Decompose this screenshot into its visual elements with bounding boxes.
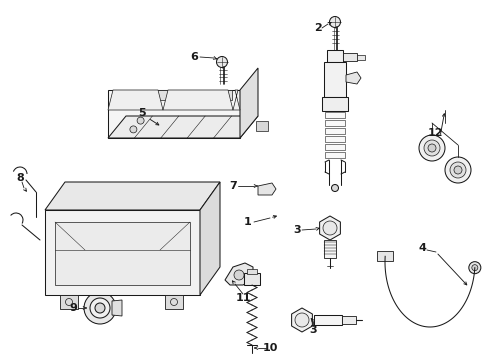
Circle shape	[418, 135, 444, 161]
Polygon shape	[240, 68, 258, 138]
Bar	[325, 128, 345, 134]
Circle shape	[323, 221, 336, 235]
Bar	[326, 50, 342, 62]
Polygon shape	[112, 300, 122, 316]
Polygon shape	[232, 90, 240, 110]
Circle shape	[453, 166, 461, 174]
Circle shape	[234, 270, 244, 280]
Bar	[321, 97, 347, 111]
Bar	[244, 273, 260, 285]
Circle shape	[329, 17, 340, 27]
Text: 4: 4	[417, 243, 425, 253]
Circle shape	[444, 157, 470, 183]
Polygon shape	[218, 90, 231, 100]
Bar	[325, 112, 345, 118]
Circle shape	[130, 126, 137, 133]
Polygon shape	[346, 72, 360, 84]
Text: 6: 6	[190, 52, 198, 62]
Circle shape	[449, 162, 465, 178]
Circle shape	[468, 262, 480, 274]
Text: 11: 11	[235, 293, 250, 303]
Bar	[55, 222, 190, 285]
Circle shape	[95, 303, 105, 313]
Text: 3: 3	[308, 325, 316, 335]
Polygon shape	[224, 263, 252, 285]
Text: 7: 7	[229, 181, 236, 191]
Polygon shape	[164, 295, 183, 309]
Polygon shape	[108, 90, 240, 138]
Bar	[325, 144, 345, 150]
Text: 9: 9	[69, 303, 77, 313]
Text: 8: 8	[16, 173, 24, 183]
Text: 12: 12	[427, 128, 442, 138]
Circle shape	[423, 140, 439, 156]
Text: 3: 3	[293, 225, 300, 235]
Circle shape	[427, 144, 435, 152]
Bar	[324, 240, 335, 258]
Polygon shape	[126, 90, 140, 100]
Polygon shape	[319, 216, 340, 240]
Bar	[376, 251, 392, 261]
Bar	[325, 136, 345, 142]
Text: 2: 2	[313, 23, 321, 33]
Bar	[325, 152, 345, 158]
Text: 10: 10	[262, 343, 277, 353]
Text: 5: 5	[138, 108, 145, 118]
Circle shape	[84, 292, 116, 324]
Bar	[341, 316, 355, 324]
Bar	[324, 62, 346, 97]
Polygon shape	[291, 308, 312, 332]
Polygon shape	[45, 210, 200, 295]
Bar	[313, 315, 341, 325]
Polygon shape	[45, 182, 220, 210]
Polygon shape	[108, 90, 163, 110]
Circle shape	[216, 57, 227, 68]
Circle shape	[90, 298, 110, 318]
Text: 1: 1	[244, 217, 251, 227]
Circle shape	[137, 117, 144, 124]
Circle shape	[471, 265, 477, 271]
Polygon shape	[200, 182, 220, 295]
Polygon shape	[258, 183, 275, 195]
Polygon shape	[60, 295, 78, 309]
Polygon shape	[256, 121, 267, 131]
Polygon shape	[156, 90, 170, 100]
Bar	[325, 120, 345, 126]
Circle shape	[331, 184, 338, 192]
Bar	[246, 269, 257, 274]
Polygon shape	[163, 90, 232, 110]
Circle shape	[294, 313, 308, 327]
Polygon shape	[108, 116, 258, 138]
Bar	[356, 55, 364, 60]
Polygon shape	[187, 90, 202, 100]
Bar	[342, 53, 356, 61]
